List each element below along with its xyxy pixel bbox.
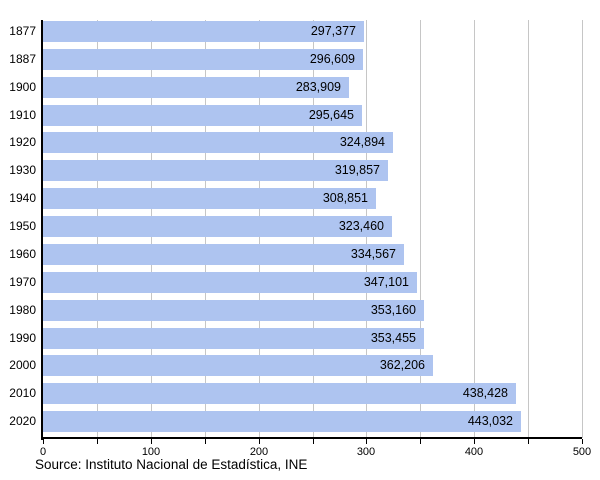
x-tick-300 [366, 439, 367, 444]
bar-1950: 323,460 [43, 216, 392, 238]
year-label-1970: 1970 [9, 274, 36, 289]
x-tick-label-200: 200 [249, 446, 269, 458]
bar-2000: 362,206 [43, 355, 433, 377]
year-label-1990: 1990 [9, 330, 36, 345]
x-tick-500 [582, 439, 583, 444]
x-tick-350 [420, 439, 421, 444]
bar-1960: 334,567 [43, 243, 404, 265]
gridline-350 [420, 20, 421, 438]
bar-2020: 443,032 [43, 411, 521, 433]
bar-value-label: 347,101 [363, 274, 409, 289]
bar-value-label: 353,160 [370, 302, 416, 317]
year-label-1900: 1900 [9, 79, 36, 94]
year-label-2020: 2020 [9, 414, 36, 429]
bar-value-label: 297,377 [310, 24, 356, 38]
year-label-1887: 1887 [9, 51, 36, 66]
bar-1970: 347,101 [43, 271, 417, 293]
gridline-400 [474, 20, 475, 438]
bar-value-label: 308,851 [322, 191, 368, 206]
year-label-2010: 2010 [9, 386, 36, 401]
bar-value-label: 319,857 [334, 163, 380, 178]
bar-value-label: 334,567 [350, 246, 396, 261]
bar-1940: 308,851 [43, 188, 376, 210]
x-tick-label-300: 300 [356, 446, 376, 458]
year-label-1910: 1910 [9, 107, 36, 122]
x-tick-label-0: 0 [39, 446, 47, 458]
gridline-500 [582, 20, 583, 438]
x-tick-100 [151, 439, 152, 444]
year-label-1980: 1980 [9, 302, 36, 317]
plot-area: 1877 297,377 1887 296,609 1900 283,909 1910 295… [9, 20, 583, 438]
year-label-1940: 1940 [9, 191, 36, 206]
bar-1990: 353,455 [43, 327, 424, 349]
bar-value-label: 296,609 [309, 51, 355, 66]
year-label-1960: 1960 [9, 246, 36, 261]
bar-1887: 296,609 [43, 48, 363, 70]
x-tick-label-500: 500 [572, 446, 592, 458]
x-tick-200 [259, 439, 260, 444]
bar-value-label: 283,909 [295, 79, 341, 94]
bar-value-label: 362,206 [379, 358, 425, 373]
year-label-1920: 1920 [9, 135, 36, 150]
year-label-2000: 2000 [9, 358, 36, 373]
year-label-1930: 1930 [9, 163, 36, 178]
bar-1877: 297,377 [43, 21, 364, 42]
bar-2010: 438,428 [43, 383, 516, 405]
gridline-450 [528, 20, 529, 438]
bar-value-label: 353,455 [370, 330, 416, 345]
x-tick-0 [43, 439, 44, 444]
x-axis-line [41, 437, 582, 439]
year-label-1950: 1950 [9, 219, 36, 234]
x-tick-label-100: 100 [141, 446, 161, 458]
bar-value-label: 295,645 [308, 107, 354, 122]
x-tick-400 [474, 439, 475, 444]
x-tick-450 [528, 439, 529, 444]
bar-value-label: 438,428 [462, 386, 508, 401]
bar-1920: 324,894 [43, 132, 393, 154]
bar-1930: 319,857 [43, 160, 388, 182]
y-axis-line [41, 20, 43, 440]
x-tick-150 [205, 439, 206, 444]
x-tick-label-400: 400 [464, 446, 484, 458]
year-label-1877: 1877 [9, 24, 36, 38]
source-text: Source: Instituto Nacional de Estadístic… [35, 457, 308, 472]
bar-1910: 295,645 [43, 104, 362, 126]
bar-value-label: 323,460 [338, 219, 384, 234]
x-tick-50 [97, 439, 98, 444]
x-tick-250 [313, 439, 314, 444]
bar-1900: 283,909 [43, 76, 349, 98]
bar-value-label: 443,032 [467, 414, 513, 429]
bar-value-label: 324,894 [339, 135, 385, 150]
bar-1980: 353,160 [43, 299, 424, 321]
